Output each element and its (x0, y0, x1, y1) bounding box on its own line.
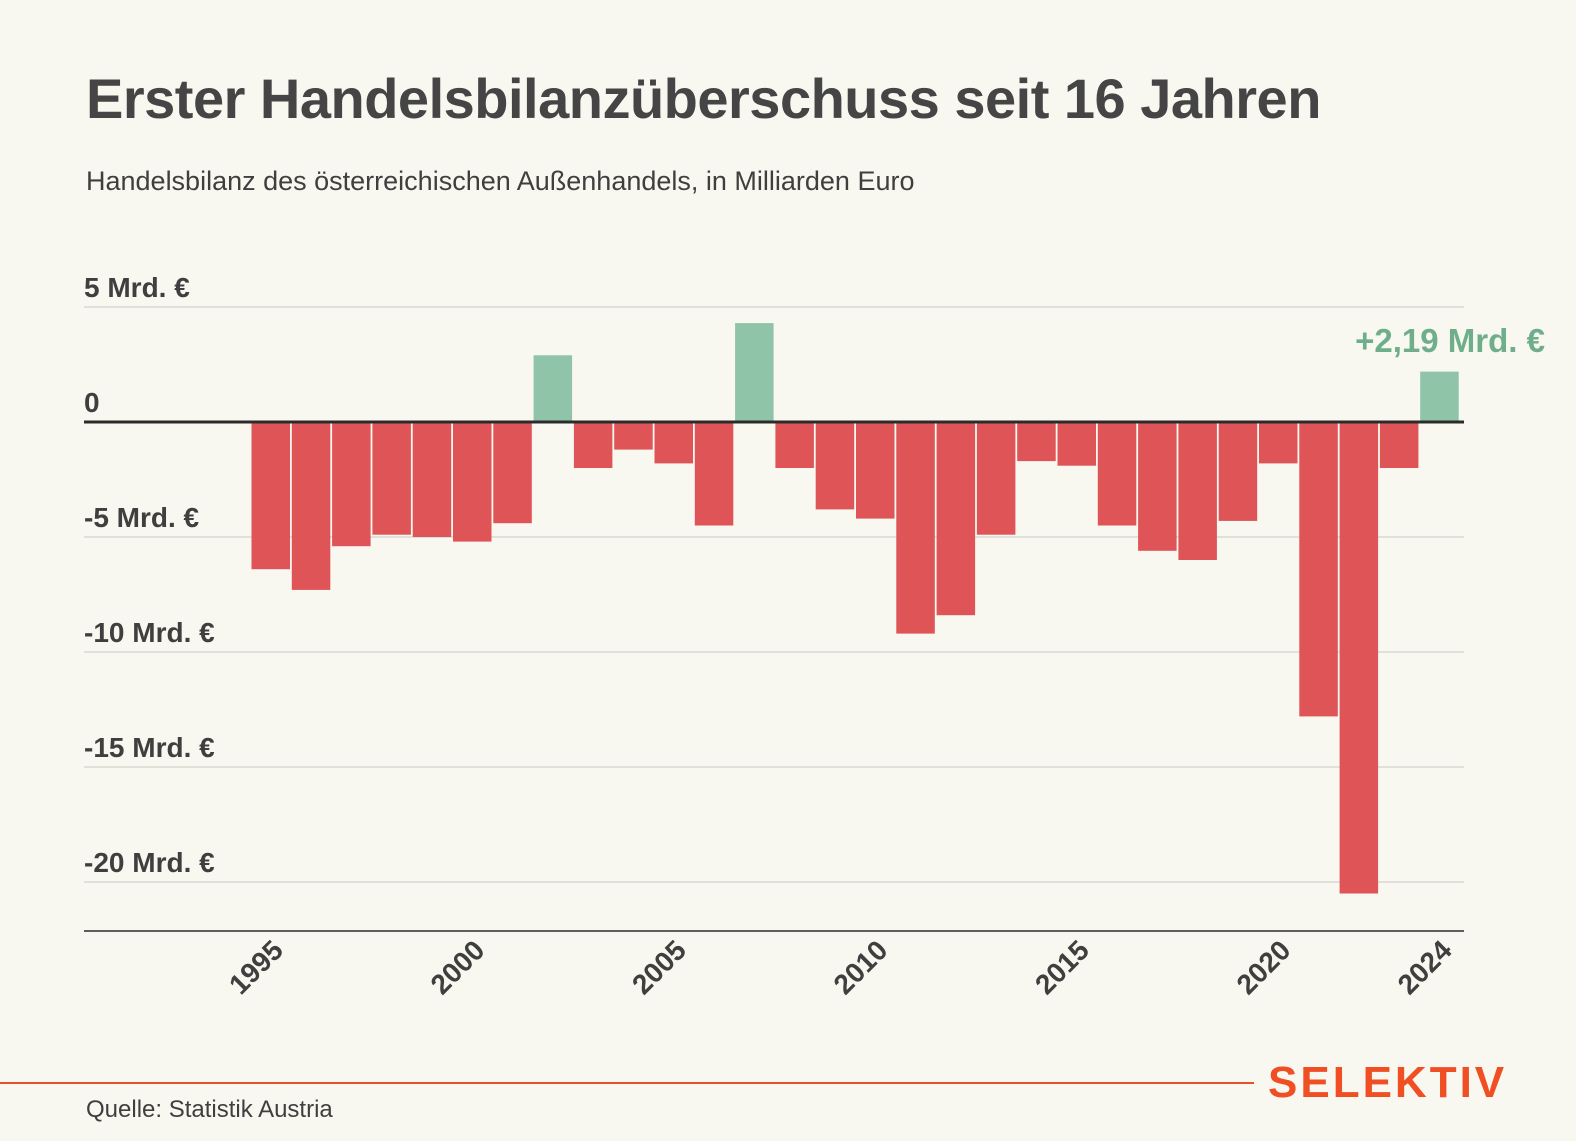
bar-2019 (1218, 422, 1258, 521)
y-tick-label: 0 (84, 387, 100, 418)
footer-divider (0, 1082, 1254, 1084)
bar-chart: 5 Mrd. € 0 -5 Mrd. € -10 Mrd. € -15 Mrd. € -2… (84, 272, 1545, 1000)
x-tick-label: 2005 (626, 934, 692, 1000)
bar-2022 (1339, 422, 1379, 894)
x-tick-label: 1995 (223, 934, 289, 1000)
bar-2024 (1420, 371, 1459, 422)
chart-title: Erster Handelsbilanzüberschuss seit 16 J… (86, 67, 1321, 130)
bar-2004 (614, 422, 653, 450)
bar-1995 (251, 422, 290, 570)
bar-2020 (1259, 422, 1298, 464)
y-tick-label: -15 Mrd. € (84, 732, 215, 763)
bar-2016 (1097, 422, 1137, 526)
bar-2014 (1017, 422, 1056, 462)
y-tick-label: -10 Mrd. € (84, 617, 215, 648)
x-tick-label: 2020 (1231, 934, 1297, 1000)
bar-2017 (1138, 422, 1177, 551)
bar-1996 (291, 422, 331, 590)
y-tick-label: -5 Mrd. € (84, 502, 200, 533)
bar-1997 (332, 422, 371, 547)
selektiv-logo: SELEKTIV (1268, 1058, 1508, 1107)
bar-1999 (412, 422, 452, 537)
x-tick-label: 2015 (1029, 934, 1095, 1000)
bar-2000 (453, 422, 492, 542)
bar-2021 (1299, 422, 1338, 717)
bar-2001 (493, 422, 532, 524)
bar-2023 (1379, 422, 1419, 468)
x-tick-label: 2000 (425, 934, 491, 1000)
bar-2007 (735, 323, 774, 422)
bar-2009 (815, 422, 855, 510)
bar-2012 (936, 422, 976, 616)
y-tick-label: 5 Mrd. € (84, 272, 190, 303)
x-tick-label: 2010 (828, 934, 894, 1000)
annotation-2024: +2,19 Mrd. € (1355, 322, 1545, 359)
bar-2002 (533, 355, 573, 422)
bar-2018 (1178, 422, 1217, 560)
bar-2003 (573, 422, 613, 468)
bar-2015 (1057, 422, 1096, 466)
bar-2005 (654, 422, 693, 464)
bar-2011 (896, 422, 935, 634)
bar-2013 (976, 422, 1016, 535)
y-tick-label: -20 Mrd. € (84, 847, 215, 878)
chart-subtitle: Handelsbilanz des österreichischen Außen… (86, 166, 915, 196)
bar-1998 (372, 422, 411, 535)
bar-2010 (856, 422, 895, 519)
x-tick-label: 2024 (1392, 934, 1458, 1000)
source-note: Quelle: Statistik Austria (86, 1096, 333, 1123)
bar-2008 (775, 422, 814, 468)
bar-2006 (694, 422, 734, 526)
